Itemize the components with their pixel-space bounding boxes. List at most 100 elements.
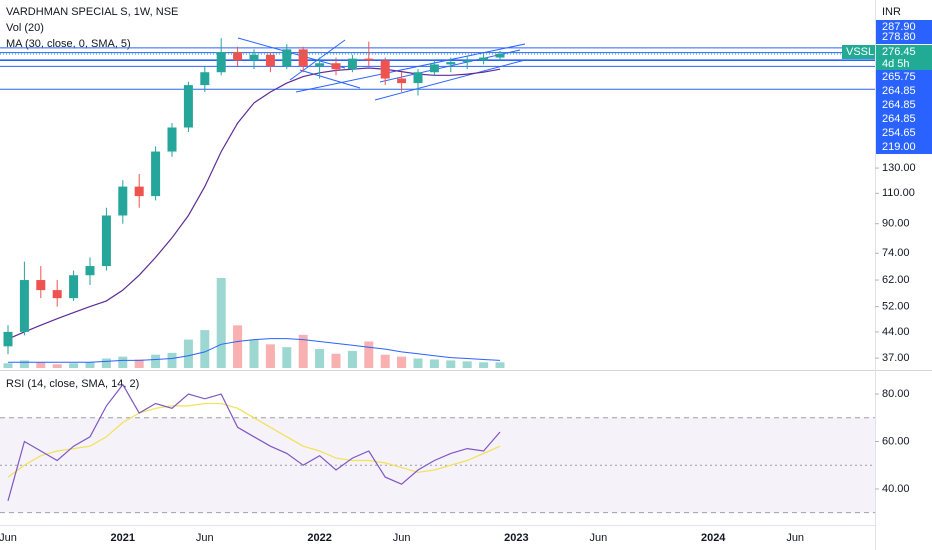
volume-bar [167,352,177,368]
y-tick-label: 62.00 [882,274,910,286]
level-label: 264.85 [882,99,916,111]
level-label: 287.90 [882,21,916,33]
trend-line [299,69,361,89]
candle-body [495,53,505,58]
level-label: 264.85 [882,85,916,97]
candle-body [364,58,374,61]
symbol-label: VSSL [846,46,874,58]
volume-bar [36,362,46,368]
volume-bar [282,347,292,368]
y-tick-label: 110.00 [882,187,915,199]
candle-body [298,49,308,67]
y-tick-label: 52.00 [882,301,910,313]
y-tick-label: 90.00 [882,218,910,230]
level-label-box [876,98,932,112]
symbol-box [842,45,875,59]
candle-body [315,63,325,67]
level-label: 219.00 [882,141,916,153]
candle-body [19,280,29,332]
y-tick-label: 44.00 [882,326,910,338]
candle-body [282,49,292,67]
volume-bar [479,362,489,368]
volume-bar [3,363,13,368]
level-label-box [876,126,932,140]
candle-body [134,186,144,197]
candle-body [265,54,275,67]
candle-body [36,280,46,291]
candle-body [397,78,407,84]
volume-bar [298,334,308,368]
candle-body [479,57,489,61]
rsi-series-line [7,383,501,501]
volume-bar [52,364,62,368]
last-price-box [876,45,932,71]
candle-body [462,60,472,63]
candle-body [183,85,193,128]
x-tick-label: Jun [393,532,411,544]
x-tick-label: Jun [786,532,804,544]
volume-bar [331,353,341,368]
candle-body [151,151,161,197]
volume-bar [397,356,407,368]
candle-body [347,58,357,70]
volume-bar [265,344,275,368]
volume-bar [347,350,357,368]
volume-bar [19,360,29,368]
rsi-title: RSI (14, close, SMA, 14, 2) [6,378,139,390]
y-tick-label: 37.00 [882,352,910,364]
volume-bar [249,339,259,368]
candle-body [331,63,341,70]
candle-body [233,52,243,61]
volume-bar [495,362,505,368]
volume-bar [364,341,374,368]
y-tick-label: 130.00 [882,162,916,174]
volume-bar [85,362,95,368]
volume-bar [233,325,243,368]
currency: INR [882,6,901,18]
trend-line [295,43,526,93]
y-tick-label: 74.00 [882,247,910,259]
volume-ma-line [8,338,501,363]
level-label-box [876,84,932,98]
x-tick-label: 2022 [307,532,331,544]
volume-bar [134,359,144,368]
volume-bar [151,354,161,368]
candle-body [69,275,79,299]
level-label: 265.75 [882,71,916,83]
volume-bar [216,278,226,368]
candle-body [446,62,456,65]
volume-bar [69,363,79,368]
volume-bar [200,330,210,368]
ma-title: MA (30, close, 0, SMA, 5) [6,38,131,50]
x-tick-label: 2024 [701,532,726,544]
x-tick-label: Jun [590,532,608,544]
volume-bar [315,349,325,368]
last-price-label: 276.45 [882,46,916,58]
chart-title: VARDHMAN SPECIAL S, 1W, NSE [6,6,178,18]
candle-body [167,127,177,152]
countdown-label: 4d 5h [882,58,910,70]
candle-body [118,186,128,216]
candle-body [249,54,259,61]
rsi-series-line [7,402,501,478]
x-tick-label: Jun [196,532,214,544]
level-label: 264.85 [882,113,916,125]
y-tick-label: 40.00 [882,483,910,495]
volume-bar [118,356,128,368]
volume-title: Vol (20) [6,22,44,34]
x-tick-label: 2021 [111,532,135,544]
candle-body [200,72,210,86]
level-label-box [876,30,932,44]
level-label: 278.80 [882,31,916,43]
candle-body [52,290,62,299]
level-label: 254.65 [882,127,916,139]
candle-body [3,331,13,347]
x-tick-label: 2023 [504,532,528,544]
level-label-box [876,70,932,84]
y-tick-label: 80.00 [882,388,910,400]
volume-bar [101,358,111,368]
volume-bar [413,358,423,368]
volume-bar [380,354,390,368]
volume-bar [429,359,439,368]
